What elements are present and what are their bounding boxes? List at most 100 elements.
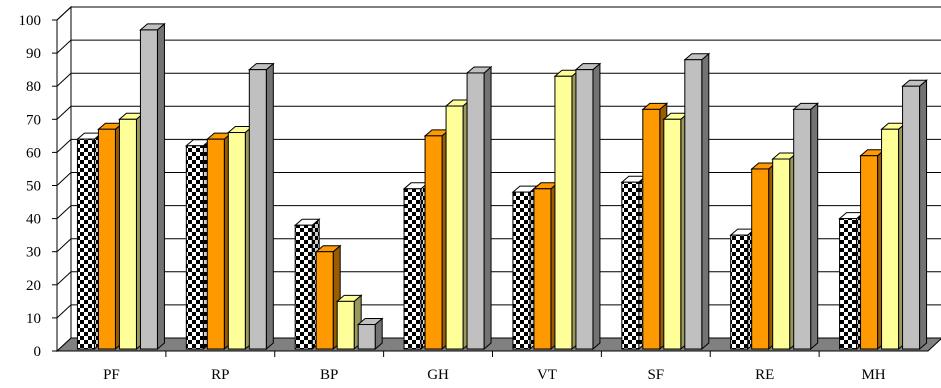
bar-front [466,72,485,350]
y-tick-label: 70 [26,112,41,128]
bar [553,69,581,351]
bar [532,181,560,351]
bar [335,294,363,351]
bar-side [265,62,274,351]
y-tick-label: 30 [26,245,41,261]
bar-side [483,65,492,351]
bar-front [315,251,334,350]
x-tick-label: SF [647,367,664,383]
bar-front [336,300,355,350]
x-tick-label: VT [537,367,557,383]
bar [901,79,928,351]
x-tick-label: MH [861,367,885,383]
bar-front [533,188,552,350]
bar [402,181,430,351]
bar [750,161,778,351]
bar-front [860,155,879,350]
bar-front [118,118,137,350]
bar [574,62,602,351]
gridline-side [56,172,72,186]
bar-front [751,168,770,350]
x-tick-label: PF [103,367,120,383]
gridline-side [56,139,72,153]
labels: 0 10 20 30 40 50 60 70 80 90 100 PF RP BP GH VT SF RE MH [19,13,886,383]
bar-front [793,108,812,350]
axes [52,19,928,357]
gridline-side [56,271,72,286]
bar-front [621,181,640,350]
y-tick-label: 50 [26,179,41,195]
bar [247,62,275,351]
bar [423,128,451,351]
bar-side [919,79,928,351]
bar [683,52,711,351]
bar-front [642,108,661,350]
bar [97,122,124,351]
bar-front [76,138,95,350]
y-tick-label: 90 [26,46,41,62]
bar [205,132,233,351]
gridline-side [56,39,72,54]
bar [465,65,493,351]
bar [314,244,342,351]
bar [444,98,472,351]
gridline-side [56,304,72,319]
bar-side [592,62,601,351]
bar-front [575,69,594,350]
bar-front [839,218,858,350]
y-tick-label: 60 [26,145,41,161]
bar-front [357,324,376,350]
bar [76,132,103,351]
bar-front [881,128,900,350]
bar-side [701,52,710,351]
bar-front [772,158,791,350]
bar-front [512,191,531,350]
x-tick-label: RE [755,367,774,383]
bar-front [185,145,204,350]
bar [771,151,799,351]
bar [139,22,166,351]
y-tick-label: 0 [34,344,42,360]
gridline-side [56,6,72,21]
bar-side [156,22,165,351]
bar [662,112,690,351]
x-tick-label: RP [211,367,229,383]
bar-front [554,75,573,350]
bar [729,228,757,351]
bar-front [206,138,225,350]
bar [184,138,212,351]
bar-front [445,105,464,350]
bar-front [294,224,313,350]
bar [293,218,321,351]
bar [859,148,886,351]
x-tick-label: GH [427,367,449,383]
bars [76,22,928,351]
gridline-side [56,238,72,253]
bar-front [424,135,443,350]
bar-front [227,132,246,350]
bar-front [403,188,422,350]
bar [641,102,669,351]
bar [880,122,907,351]
y-tick-label: 10 [26,311,41,327]
bar-side [810,102,819,351]
y-tick-label: 40 [26,212,41,228]
y-tick-label: 20 [26,278,41,294]
bar [620,175,648,351]
bar [511,185,539,351]
y-tick-label: 100 [19,13,42,29]
x-tick-label: BP [320,367,338,383]
bar [226,125,254,351]
bar-front [663,118,682,350]
gridline-side [56,105,72,120]
bar-front [139,29,158,350]
bar-front [684,59,703,350]
bar-front [730,234,749,350]
bar [118,112,145,351]
bar [356,317,384,351]
bar-front [97,128,116,350]
gridline-side [56,205,72,219]
bar [792,102,820,351]
